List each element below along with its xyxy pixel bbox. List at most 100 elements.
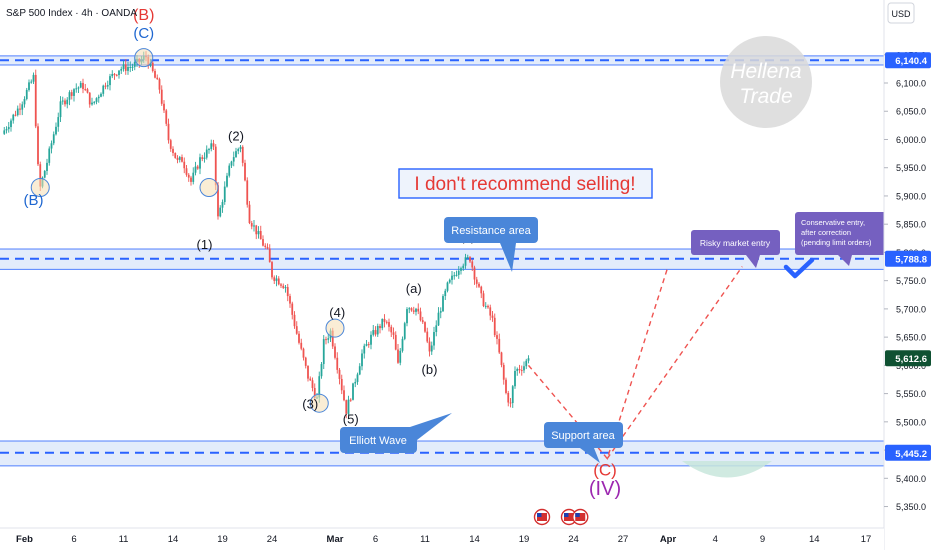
candle-body: [390, 326, 393, 333]
event-markers[interactable]: [533, 508, 589, 526]
candle-body: [394, 334, 397, 350]
candle-body: [403, 323, 406, 339]
watermark-circle: [720, 36, 812, 128]
candle-body: [361, 353, 363, 367]
candle-body: [115, 74, 118, 76]
candle-body: [322, 339, 325, 365]
candle-body: [475, 279, 478, 284]
candle-body: [14, 114, 17, 116]
candle-body: [163, 103, 165, 111]
candle-body: [253, 225, 255, 227]
candle-body: [338, 369, 341, 379]
resistance-callout-pointer: [500, 243, 516, 272]
candle-body: [154, 70, 156, 78]
candle-body: [158, 79, 161, 90]
candle-body: [178, 157, 181, 160]
time-tick-label: 19: [519, 534, 530, 545]
candle-body: [480, 286, 483, 294]
candle-body: [428, 341, 431, 352]
candle-body: [7, 127, 10, 130]
candle-body: [21, 104, 24, 110]
currency-button[interactable]: [887, 2, 915, 24]
candle-body: [217, 185, 219, 217]
candle-body: [185, 168, 188, 175]
price-tick-label: 5,350.0: [896, 502, 926, 512]
candle-body: [444, 290, 447, 297]
wave-label: (2): [228, 129, 244, 144]
candle-body: [232, 157, 235, 162]
candle-body: [295, 326, 298, 334]
candle-body: [205, 149, 208, 158]
candle-body: [334, 346, 336, 358]
candle-body: [464, 257, 467, 266]
wave-label: (IV): [589, 478, 621, 500]
candle-body: [235, 151, 237, 158]
candle-body: [12, 114, 15, 121]
time-tick-label: 14: [809, 534, 820, 545]
candle-body: [50, 143, 53, 149]
time-tick-label: 4: [713, 534, 718, 545]
candle-body: [79, 82, 82, 88]
time-axis-background: [0, 528, 884, 550]
candle-body: [298, 333, 300, 343]
time-tick-label: 17: [861, 534, 872, 545]
candle-body: [448, 279, 451, 283]
candle-body: [203, 157, 206, 159]
candle-body: [478, 283, 480, 287]
candle-body: [466, 257, 469, 259]
candle-body: [397, 349, 399, 363]
candle-body: [392, 332, 395, 335]
candle-body: [192, 172, 195, 182]
candle-body: [46, 162, 48, 171]
candle-body: [343, 390, 345, 401]
candle-body: [410, 308, 413, 311]
candle-body: [313, 387, 316, 398]
candle-body: [39, 164, 42, 187]
flag-canton: [575, 513, 580, 517]
price-axis[interactable]: USD 5,350.05,400.05,450.05,500.05,550.05…: [883, 0, 932, 550]
candle-body: [320, 364, 323, 377]
conservative-entry-line-3: (pending limit orders): [801, 238, 872, 247]
candle-body: [426, 331, 429, 342]
candle-body: [489, 307, 492, 316]
candle-body: [68, 92, 71, 100]
time-tick-label: 11: [420, 534, 430, 545]
candle-body: [293, 314, 296, 327]
candle-body: [181, 157, 183, 162]
candle-body: [3, 130, 6, 134]
candle-body: [73, 89, 75, 96]
candle-body: [93, 101, 96, 103]
conservative-entry-note: Conservative entry, after correction (pe…: [795, 212, 887, 266]
elliott-wave-callout: Elliott Wave: [340, 413, 452, 453]
candle-body: [527, 358, 530, 361]
candle-body: [401, 338, 404, 351]
wave-circle: [134, 48, 154, 68]
candle-body: [383, 318, 386, 322]
candle-body: [219, 207, 222, 217]
resistance-callout: Resistance area: [444, 217, 538, 272]
candle-body: [437, 312, 440, 326]
risky-entry-box: [691, 230, 780, 255]
candle-body: [113, 73, 116, 75]
candle-body: [482, 293, 485, 307]
flag-stripes: [575, 513, 586, 521]
candle-body: [473, 267, 476, 280]
resistance-callout-text: Resistance area: [451, 225, 531, 237]
candle-body: [327, 338, 330, 340]
candle-body: [284, 287, 287, 289]
time-axis[interactable]: Feb 6 11 14 19 24 Mar 6 11 14 19 24 27 Apr 4 9 14 17: [0, 527, 884, 550]
candle-body: [37, 126, 39, 165]
wave-label: (B): [24, 192, 44, 209]
candle-body: [374, 330, 377, 335]
candle-body: [257, 231, 260, 235]
wave-label: (b): [422, 362, 438, 377]
candle-body: [286, 287, 289, 297]
candle-body: [75, 88, 78, 90]
price-tick-label: 5,850.0: [896, 220, 926, 230]
level-price-tag-label: 5,445.2: [895, 449, 927, 460]
time-tick-label: 24: [267, 534, 278, 545]
candle-body: [156, 77, 159, 80]
candle-body: [370, 334, 372, 345]
candle-body: [424, 322, 426, 332]
